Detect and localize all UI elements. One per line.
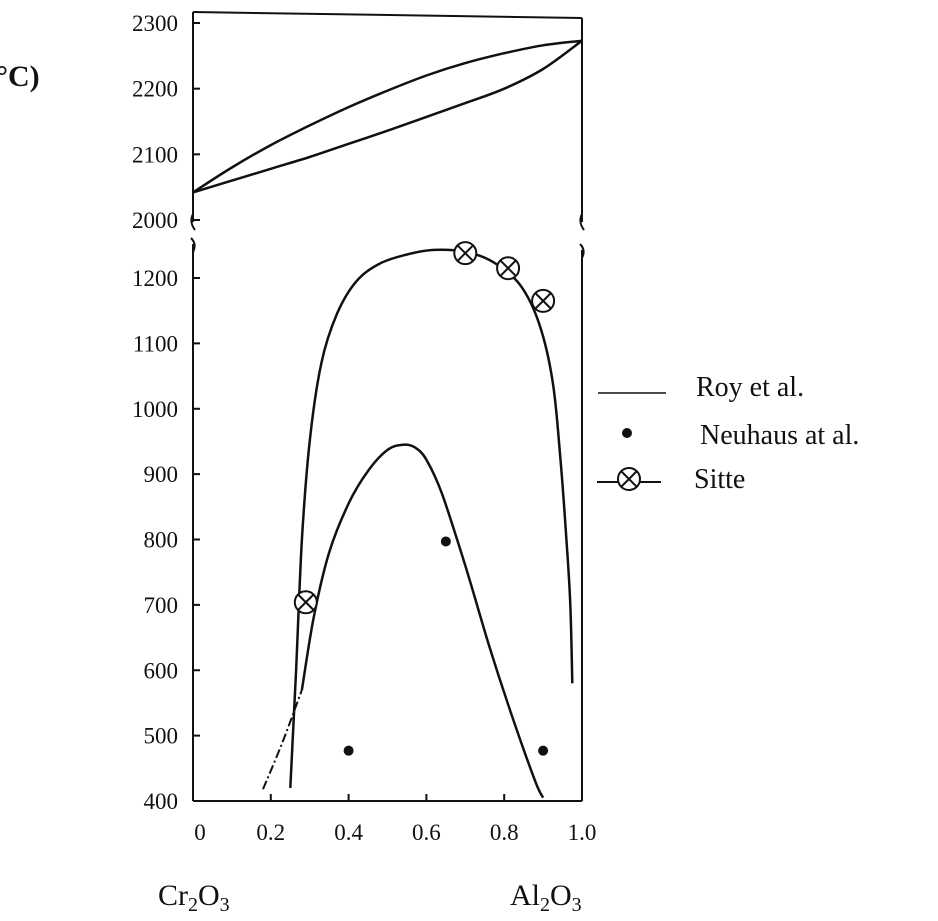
lower-y-tick-label: 600	[144, 658, 179, 683]
lower-y-tick-label: 400	[144, 789, 179, 814]
x-left-compound-sub1: 2	[188, 894, 198, 916]
upper-curves	[192, 39, 583, 194]
sitte-point	[496, 256, 521, 281]
x-right-compound-sub1: 2	[540, 894, 550, 916]
lower-y-ticks: 400 500 600 700 800 900 1000 1100 1200	[132, 266, 200, 814]
x-tick-label: 0.8	[490, 820, 519, 845]
upper-top-border	[192, 11, 583, 19]
upper-panel: 2000 2100 2200 2300	[132, 11, 585, 233]
lower-y-tick-label: 1100	[133, 331, 178, 356]
upper-y-tick-label: 2200	[132, 77, 178, 102]
x-tick-label: 0	[194, 820, 206, 845]
lower-left-break-mark	[190, 237, 196, 253]
lower-curves	[262, 248, 574, 799]
legend-roy-label: Roy et al.	[696, 372, 804, 403]
lower-y-tick-label: 700	[144, 593, 179, 618]
legend: Roy et al. Neuhaus at al. Sitte	[597, 372, 859, 495]
lower-y-tick-label: 800	[144, 528, 179, 553]
lower-y-tick-label: 900	[144, 462, 179, 487]
x-left-compound-label: Cr2O3	[158, 879, 230, 916]
x-right-compound-mid: O	[550, 879, 572, 912]
sitte-point	[453, 241, 478, 266]
x-left-compound-sub2: 3	[220, 894, 230, 916]
upper-y-ticks: 2000 2100 2200 2300	[132, 11, 200, 233]
neuhaus-point	[343, 745, 354, 756]
legend-neuhaus-dot-symbol	[622, 428, 632, 438]
upper-y-tick-label: 2100	[132, 142, 178, 167]
upper-y-tick-label: 2000	[132, 208, 178, 233]
x-tick-label: 1.0	[568, 820, 597, 845]
legend-sitte-symbol	[597, 467, 661, 491]
x-right-compound-base: Al	[510, 879, 540, 912]
upper-y-tick-label: 2300	[132, 11, 178, 36]
lower-points	[293, 241, 556, 756]
sitte-point	[293, 590, 318, 615]
x-tick-label: 0.6	[412, 820, 441, 845]
x-ticks: 0 0.2 0.4 0.6 0.8 1.0	[192, 794, 597, 845]
roy-miscibility-gap-line	[289, 248, 574, 788]
lower-panel: 400 500 600 700 800 900 1000 1100 1200 0 0.2 0.4 0.…	[132, 237, 597, 845]
x-left-compound-mid: O	[198, 879, 220, 912]
dash-extension-line	[262, 689, 303, 790]
lower-y-tick-label: 1200	[132, 266, 178, 291]
lower-right-break-mark	[579, 243, 585, 259]
upper-left-break-mark	[190, 213, 196, 231]
neuhaus-point	[440, 536, 451, 547]
y-axis-unit-label: °C)	[0, 60, 40, 93]
neuhaus-curve-line	[300, 443, 545, 799]
svg-text:Al2O3: Al2O3	[510, 879, 582, 916]
svg-text:Cr2O3: Cr2O3	[158, 879, 230, 916]
liquidus-line	[192, 39, 583, 194]
legend-neuhaus-label: Neuhaus at al.	[700, 420, 859, 451]
x-left-compound-base: Cr	[158, 879, 188, 912]
x-tick-label: 0.4	[334, 820, 363, 845]
x-right-compound-label: Al2O3	[510, 879, 582, 916]
sitte-point	[531, 288, 556, 313]
x-right-compound-sub2: 3	[572, 894, 582, 916]
lower-y-tick-label: 500	[144, 724, 179, 749]
solidus-line	[192, 39, 583, 194]
legend-sitte-label: Sitte	[694, 464, 745, 495]
lower-y-tick-label: 1000	[132, 397, 178, 422]
x-tick-label: 0.2	[256, 820, 285, 845]
upper-right-break-mark	[579, 213, 585, 231]
neuhaus-point	[538, 745, 549, 756]
